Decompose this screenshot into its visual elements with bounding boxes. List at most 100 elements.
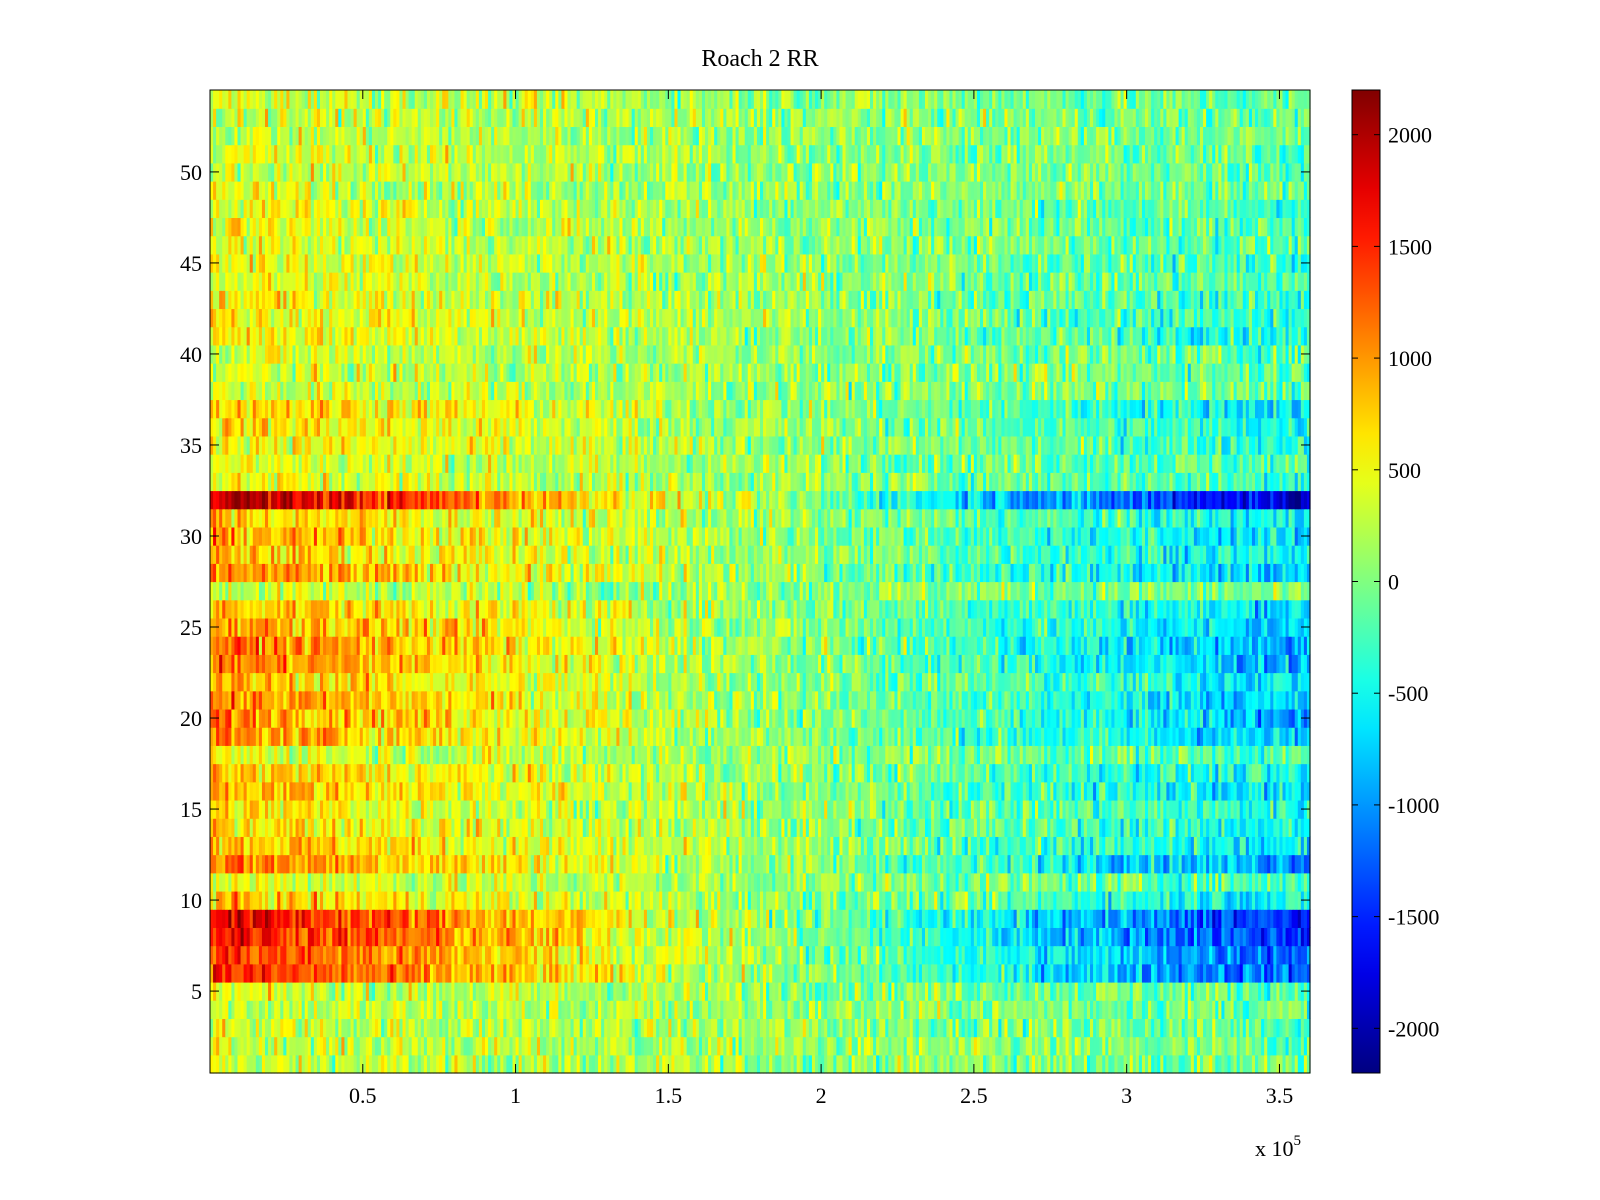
- heat-cell: [323, 818, 327, 837]
- heat-cell: [958, 927, 963, 947]
- heat-cell: [860, 927, 865, 947]
- heat-cell: [1291, 890, 1296, 910]
- heat-cell: [1083, 927, 1088, 947]
- heat-cell: [616, 1036, 621, 1056]
- heat-cell: [512, 981, 517, 1001]
- heat-cell: [601, 1054, 605, 1074]
- heat-cell: [1145, 890, 1149, 910]
- heat-cell: [543, 890, 547, 910]
- heat-cell: [1117, 1000, 1122, 1019]
- heat-cell: [937, 854, 941, 874]
- heat-cell: [512, 1000, 517, 1019]
- heat-cell: [1258, 981, 1262, 1001]
- heat-cell: [689, 1036, 694, 1056]
- heat-cell: [381, 927, 385, 947]
- heat-cell: [1218, 981, 1222, 1001]
- heat-cell: [760, 963, 764, 983]
- heat-cell: [356, 909, 361, 928]
- heat-cell: [1160, 1054, 1164, 1074]
- heat-cell: [634, 909, 639, 928]
- heat-cell: [961, 1036, 966, 1056]
- heat-cell: [714, 963, 718, 983]
- heat-cell: [836, 836, 841, 856]
- heat-cell: [1190, 1000, 1195, 1019]
- heat-cell: [1181, 836, 1186, 856]
- heat-cell: [912, 872, 917, 892]
- heat-cell: [231, 872, 236, 892]
- heat-cell: [536, 945, 541, 965]
- heat-cell: [298, 854, 303, 874]
- heat-cell: [536, 927, 541, 947]
- heat-cell: [469, 854, 474, 874]
- heat-cell: [213, 963, 217, 983]
- heat-cell: [509, 909, 514, 928]
- heat-cell: [854, 1054, 859, 1074]
- heat-cell: [900, 1036, 905, 1056]
- heat-cell: [1086, 945, 1091, 965]
- heat-cell: [1141, 1000, 1146, 1019]
- heat-cell: [365, 818, 370, 837]
- heat-cell: [240, 890, 245, 910]
- heat-cell: [1129, 909, 1134, 928]
- heat-cell: [943, 872, 947, 892]
- heat-cell: [1151, 1036, 1155, 1056]
- heat-cell: [845, 1018, 850, 1038]
- heat-cell: [628, 945, 633, 965]
- heat-cell: [1044, 909, 1048, 928]
- heat-cell: [640, 1036, 645, 1056]
- heat-cell: [921, 890, 926, 910]
- heat-cell: [680, 945, 685, 965]
- heat-cell: [894, 945, 899, 965]
- heat-cell: [488, 1000, 492, 1019]
- heat-cell: [591, 1000, 596, 1019]
- heat-cell: [879, 1054, 883, 1074]
- heat-cell: [518, 1000, 523, 1019]
- heat-cell: [998, 963, 1002, 983]
- heat-cell: [659, 818, 663, 837]
- heat-cell: [756, 981, 761, 1001]
- heat-cell: [964, 1018, 969, 1038]
- heat-cell: [1261, 836, 1265, 856]
- heat-cell: [378, 890, 382, 910]
- heat-cell: [561, 890, 566, 910]
- heat-cell: [451, 1054, 456, 1074]
- heat-cell: [1193, 945, 1198, 965]
- heat-cell: [622, 890, 627, 910]
- heat-cell: [787, 1018, 792, 1038]
- heat-cell: [497, 1018, 501, 1038]
- heat-cell: [937, 909, 941, 928]
- heat-cell: [1135, 981, 1140, 1001]
- heat-cell: [958, 836, 963, 856]
- heat-cell: [821, 836, 825, 856]
- heat-cell: [472, 872, 477, 892]
- heat-cell: [1255, 890, 1259, 910]
- heat-cell: [570, 1018, 575, 1038]
- heat-cell: [866, 872, 871, 892]
- heat-cell: [307, 1036, 312, 1056]
- heat-cell: [512, 945, 517, 965]
- heat-cell: [402, 927, 407, 947]
- heat-cell: [261, 1054, 266, 1074]
- heat-cell: [863, 1018, 868, 1038]
- heat-cell: [708, 1018, 712, 1038]
- heat-cell: [1093, 927, 1097, 947]
- heat-cell: [967, 854, 972, 874]
- heat-cell: [301, 836, 306, 856]
- heat-cell: [1105, 909, 1109, 928]
- heat-cell: [338, 872, 342, 892]
- heat-cell: [582, 1054, 587, 1074]
- heat-cell: [478, 1036, 483, 1056]
- heat-cell: [1181, 981, 1186, 1001]
- heat-cell: [653, 818, 657, 837]
- heat-cell: [1105, 872, 1109, 892]
- heat-cell: [870, 1000, 874, 1019]
- heat-cell: [426, 945, 431, 965]
- heat-cell: [1096, 1054, 1100, 1074]
- heat-cell: [903, 836, 908, 856]
- heat-cell: [283, 1000, 287, 1019]
- heat-cell: [521, 909, 526, 928]
- heat-cell: [1035, 963, 1039, 983]
- heat-cell: [671, 981, 676, 1001]
- heat-cell: [1267, 945, 1271, 965]
- heat-cell: [469, 1054, 474, 1074]
